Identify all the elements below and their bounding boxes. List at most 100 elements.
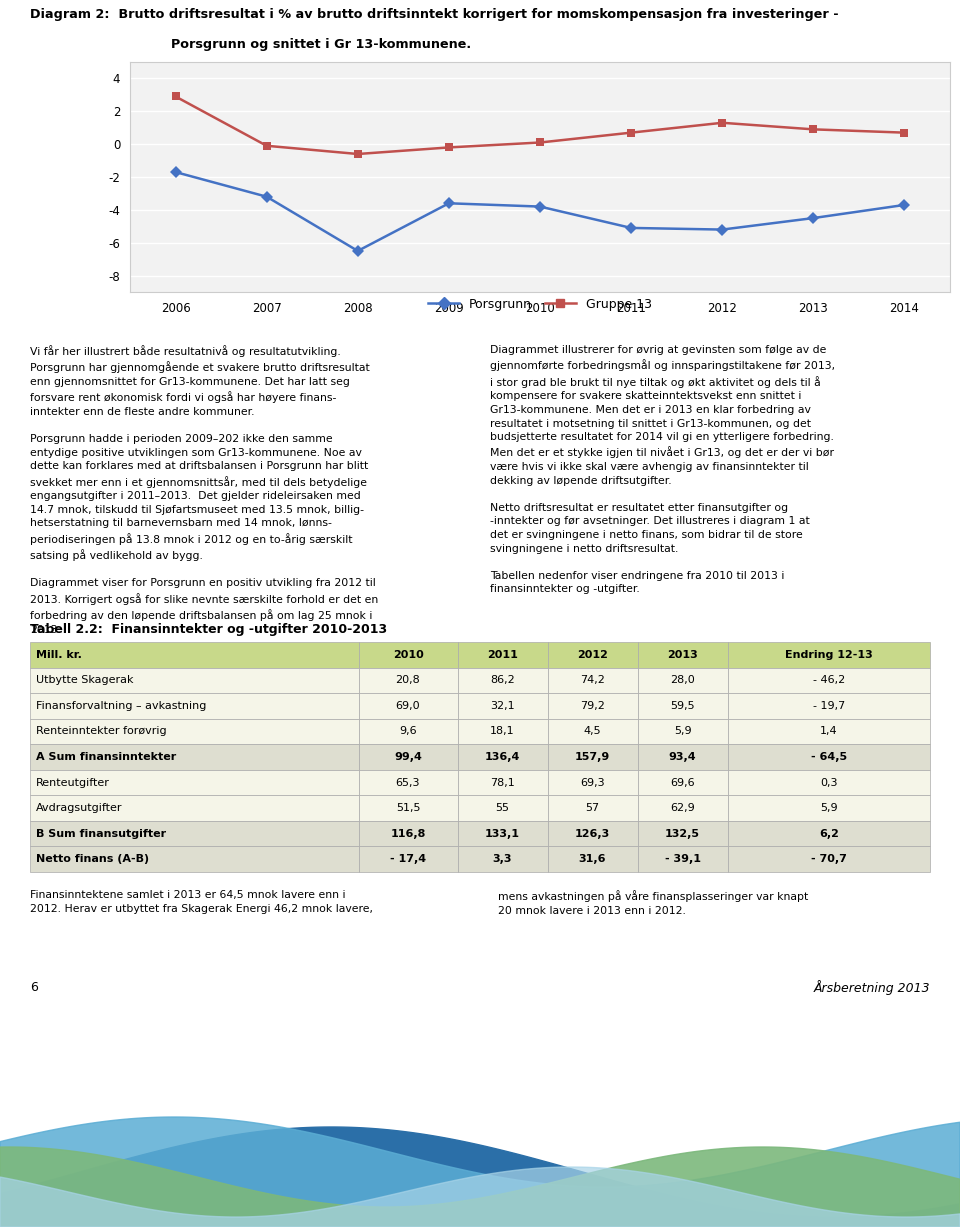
Legend: Porsgrunn, Gruppe 13: Porsgrunn, Gruppe 13 — [423, 293, 657, 315]
Bar — [547, 693, 637, 719]
Text: 20,8: 20,8 — [396, 675, 420, 686]
Bar — [637, 821, 728, 847]
Text: mens avkastningen på våre finansplasseringer var knapt
20 mnok lavere i 2013 enn: mens avkastningen på våre finansplasseri… — [498, 890, 808, 915]
Bar — [637, 847, 728, 872]
Text: 1,4: 1,4 — [820, 726, 837, 736]
Bar — [547, 719, 637, 745]
Text: - 39,1: - 39,1 — [664, 854, 701, 864]
Text: 93,4: 93,4 — [669, 752, 696, 762]
Bar — [547, 821, 637, 847]
Text: - 70,7: - 70,7 — [811, 854, 847, 864]
Bar — [637, 642, 728, 667]
Bar — [358, 769, 458, 795]
Text: 132,5: 132,5 — [665, 828, 700, 839]
Bar — [458, 745, 547, 769]
Text: 99,4: 99,4 — [394, 752, 422, 762]
Text: Diagrammet illustrerer for øvrig at gevinsten som følge av de
gjennomførte forbe: Diagrammet illustrerer for øvrig at gevi… — [490, 345, 835, 595]
Bar — [458, 821, 547, 847]
Text: 157,9: 157,9 — [575, 752, 611, 762]
Bar — [358, 667, 458, 693]
Bar — [458, 795, 547, 821]
Bar — [728, 821, 930, 847]
Text: 2010: 2010 — [393, 650, 423, 660]
Text: Renteinntekter forøvrig: Renteinntekter forøvrig — [36, 726, 167, 736]
Text: 3,3: 3,3 — [492, 854, 513, 864]
Text: Endring 12-13: Endring 12-13 — [785, 650, 873, 660]
Text: Netto finans (A-B): Netto finans (A-B) — [36, 854, 150, 864]
Text: Avdragsutgifter: Avdragsutgifter — [36, 804, 123, 814]
Bar — [30, 745, 358, 769]
Bar — [547, 745, 637, 769]
Bar — [637, 719, 728, 745]
Text: 28,0: 28,0 — [670, 675, 695, 686]
Text: 126,3: 126,3 — [575, 828, 611, 839]
Bar — [728, 642, 930, 667]
Bar — [358, 795, 458, 821]
Bar — [30, 821, 358, 847]
Bar — [728, 667, 930, 693]
Bar — [358, 642, 458, 667]
Bar — [458, 719, 547, 745]
Bar — [30, 795, 358, 821]
Text: 55: 55 — [495, 804, 510, 814]
Bar — [728, 769, 930, 795]
Text: Finansinntektene samlet i 2013 er 64,5 mnok lavere enn i
2012. Herav er utbyttet: Finansinntektene samlet i 2013 er 64,5 m… — [30, 890, 373, 914]
Bar — [547, 795, 637, 821]
Text: A Sum finansinntekter: A Sum finansinntekter — [36, 752, 177, 762]
Text: 4,5: 4,5 — [584, 726, 601, 736]
Text: Finansforvaltning – avkastning: Finansforvaltning – avkastning — [36, 701, 206, 710]
Text: 69,6: 69,6 — [670, 778, 695, 788]
Text: 0,3: 0,3 — [820, 778, 837, 788]
Bar — [358, 719, 458, 745]
Bar — [358, 847, 458, 872]
Text: 57: 57 — [586, 804, 600, 814]
Text: 59,5: 59,5 — [670, 701, 695, 710]
Bar — [458, 847, 547, 872]
Text: 78,1: 78,1 — [491, 778, 515, 788]
Bar — [30, 693, 358, 719]
Bar — [728, 693, 930, 719]
Text: - 17,4: - 17,4 — [390, 854, 426, 864]
Bar — [728, 719, 930, 745]
Bar — [358, 821, 458, 847]
Bar — [637, 769, 728, 795]
Text: Utbytte Skagerak: Utbytte Skagerak — [36, 675, 133, 686]
Bar — [637, 795, 728, 821]
Text: 31,6: 31,6 — [579, 854, 607, 864]
Bar — [637, 745, 728, 769]
Text: 74,2: 74,2 — [580, 675, 605, 686]
Bar — [458, 693, 547, 719]
Text: 18,1: 18,1 — [491, 726, 515, 736]
Bar — [30, 642, 358, 667]
Text: Renteutgifter: Renteutgifter — [36, 778, 110, 788]
Text: - 19,7: - 19,7 — [812, 701, 845, 710]
Bar — [637, 667, 728, 693]
Text: 9,6: 9,6 — [399, 726, 417, 736]
Text: 6,2: 6,2 — [819, 828, 839, 839]
Text: 5,9: 5,9 — [674, 726, 691, 736]
Text: 5,9: 5,9 — [820, 804, 837, 814]
Bar — [30, 769, 358, 795]
Bar — [637, 693, 728, 719]
Text: Vi får her illustrert både resultatnivå og resultatutvikling.
Porsgrunn har gjen: Vi får her illustrert både resultatnivå … — [30, 345, 378, 634]
Bar — [458, 642, 547, 667]
Text: Årsberetning 2013: Årsberetning 2013 — [813, 980, 930, 995]
Text: 2011: 2011 — [487, 650, 518, 660]
Bar — [358, 693, 458, 719]
Text: Mill. kr.: Mill. kr. — [36, 650, 83, 660]
Bar — [728, 745, 930, 769]
Text: Tabell 2.2:  Finansinntekter og -utgifter 2010-2013: Tabell 2.2: Finansinntekter og -utgifter… — [30, 622, 387, 636]
Text: 69,0: 69,0 — [396, 701, 420, 710]
Bar — [728, 795, 930, 821]
Bar — [458, 769, 547, 795]
Text: 2012: 2012 — [577, 650, 608, 660]
Bar — [547, 847, 637, 872]
Bar — [30, 667, 358, 693]
Text: 79,2: 79,2 — [580, 701, 605, 710]
Bar — [547, 667, 637, 693]
Text: 69,3: 69,3 — [580, 778, 605, 788]
Text: 136,4: 136,4 — [485, 752, 520, 762]
Text: 62,9: 62,9 — [670, 804, 695, 814]
Text: 86,2: 86,2 — [491, 675, 515, 686]
Text: - 46,2: - 46,2 — [812, 675, 845, 686]
